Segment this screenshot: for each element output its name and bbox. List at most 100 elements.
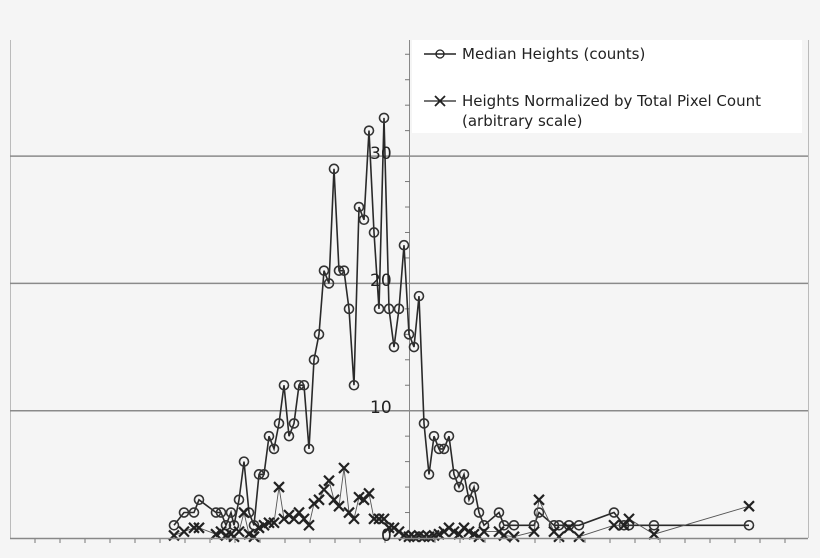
x-marker-icon <box>378 513 390 525</box>
circle-marker-icon <box>418 418 430 429</box>
circle-marker-icon <box>393 303 405 315</box>
circle-marker-icon <box>323 278 335 289</box>
circle-marker-icon <box>743 519 755 531</box>
circle-marker-icon <box>533 507 545 518</box>
x-marker-icon <box>533 494 545 506</box>
x-marker-icon <box>178 525 190 538</box>
circle-marker-icon <box>258 469 270 480</box>
circle-marker-icon <box>253 469 265 480</box>
circle-marker-icon <box>178 507 190 518</box>
x-marker-icon <box>648 528 660 540</box>
circle-marker-icon <box>498 519 510 531</box>
circle-marker-icon <box>438 443 450 455</box>
circle-marker-icon <box>458 469 470 480</box>
x-marker-icon <box>573 530 585 543</box>
x-marker-icon <box>383 522 395 534</box>
circle-marker-icon <box>193 494 205 506</box>
circle-marker-icon <box>215 507 227 518</box>
x-marker-icon <box>318 483 330 496</box>
x-marker-icon <box>238 506 250 519</box>
x-marker-icon <box>608 519 620 532</box>
x-marker-icon <box>373 513 385 525</box>
circle-marker-icon <box>338 265 350 276</box>
circle-marker-icon <box>378 112 390 124</box>
circle-marker-icon <box>453 481 465 493</box>
circle-marker-icon <box>413 290 425 302</box>
circle-marker-icon <box>368 227 380 238</box>
y-tick-label-30: 30 <box>370 144 392 164</box>
circle-marker-icon <box>648 519 660 531</box>
circle-marker-icon <box>423 469 435 480</box>
circle-marker-icon <box>373 303 385 315</box>
y-tick-label-20: 20 <box>370 271 392 291</box>
circle-marker-icon <box>548 519 560 531</box>
circle-marker-icon <box>188 507 200 518</box>
x-marker-icon <box>273 481 285 493</box>
circle-marker-icon <box>225 507 237 518</box>
circle-marker-icon <box>428 430 440 442</box>
circle-marker-icon <box>463 494 475 506</box>
circle-marker-icon <box>363 125 375 136</box>
circle-marker-icon <box>268 443 280 455</box>
x-marker-icon <box>348 513 360 525</box>
x-marker-icon <box>528 525 540 538</box>
chart-legend: Median Heights (counts) Heights Normaliz… <box>412 40 802 133</box>
circle-marker-icon <box>473 507 485 518</box>
circle-marker-icon <box>283 430 295 442</box>
circle-marker-icon <box>278 379 290 391</box>
legend-label-normalized-line2: (arbitrary scale) <box>462 112 583 130</box>
x-marker-icon <box>338 462 350 474</box>
circle-marker-icon <box>293 379 305 391</box>
x-marker-icon <box>743 500 755 512</box>
circle-marker-icon <box>468 481 480 493</box>
x-marker-icon <box>623 513 635 525</box>
circle-marker-icon <box>443 430 455 442</box>
circle-marker-icon <box>343 303 355 315</box>
circle-marker-icon <box>388 341 400 353</box>
circle-marker-icon <box>288 418 300 429</box>
circle-marker-icon <box>238 456 250 467</box>
x-marker-icon <box>368 513 380 525</box>
x-marker-icon <box>188 522 200 534</box>
x-marker-icon <box>323 474 335 487</box>
circle-marker-icon <box>448 469 460 480</box>
y-tick-label-0: 0 <box>381 526 392 546</box>
circle-marker-icon <box>553 519 565 531</box>
circle-marker-icon <box>358 214 370 226</box>
circle-marker-icon <box>263 430 275 442</box>
circle-marker-icon <box>303 443 315 455</box>
x-marker-icon <box>303 519 315 532</box>
circle-marker-icon <box>233 494 245 506</box>
series-median-heights <box>168 112 755 531</box>
circle-marker-icon <box>424 49 456 59</box>
plot-frame <box>10 40 809 538</box>
x-marker-icon <box>403 530 415 543</box>
x-marker-icon <box>478 525 490 538</box>
series-line <box>173 117 749 528</box>
circle-marker-icon <box>210 507 222 518</box>
circle-marker-icon <box>328 163 340 175</box>
circle-marker-icon <box>608 507 620 518</box>
circle-marker-icon <box>298 379 310 391</box>
legend-item-median: Median Heights (counts) <box>422 44 645 64</box>
circle-marker-icon <box>168 519 180 531</box>
x-marker-icon <box>418 530 430 543</box>
circle-marker-icon <box>508 519 520 531</box>
circle-marker-icon <box>573 519 585 531</box>
x-marker-icon <box>263 516 275 529</box>
circle-marker-icon <box>478 519 490 531</box>
circle-marker-icon <box>408 341 420 353</box>
y-tick-label-10: 10 <box>370 398 392 418</box>
x-marker-icon <box>248 530 260 543</box>
circle-marker-icon <box>273 418 285 429</box>
legend-label-median: Median Heights (counts) <box>462 45 646 63</box>
x-marker-icon <box>508 530 520 543</box>
x-marker-icon <box>363 487 375 500</box>
circle-marker-icon <box>563 519 575 531</box>
x-marker-icon <box>313 494 325 506</box>
circle-marker-icon <box>383 303 395 315</box>
x-marker-icon <box>193 522 205 534</box>
legend-label-normalized: Heights Normalized by Total Pixel Count … <box>462 91 761 131</box>
x-marker-icon <box>233 525 245 538</box>
circle-marker-icon <box>348 379 360 391</box>
